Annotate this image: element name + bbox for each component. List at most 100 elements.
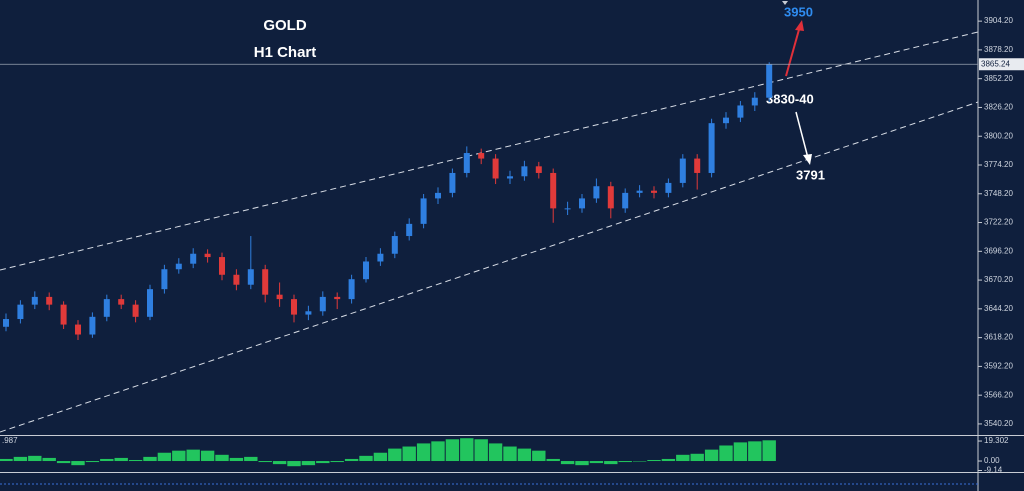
candle-body bbox=[564, 208, 571, 210]
histogram-bar bbox=[676, 454, 690, 462]
candle-body bbox=[723, 117, 729, 124]
candle-body bbox=[463, 153, 470, 173]
histogram-bar bbox=[632, 461, 647, 462]
histogram-bar bbox=[719, 445, 733, 462]
candle-body bbox=[204, 253, 211, 258]
histogram-bar bbox=[748, 441, 762, 462]
histogram-bar bbox=[330, 461, 344, 463]
arrow-up bbox=[785, 25, 801, 77]
candle-body bbox=[348, 279, 355, 300]
candle-body bbox=[535, 166, 542, 173]
histogram-bar bbox=[690, 453, 704, 462]
channel-lower bbox=[0, 101, 979, 433]
histogram-bar bbox=[388, 448, 402, 462]
arrow-head bbox=[795, 20, 804, 31]
histogram-bar bbox=[517, 448, 532, 462]
candle-body bbox=[492, 158, 499, 179]
candle-body bbox=[233, 274, 240, 285]
y-tick-label: 3644.20 bbox=[984, 304, 1013, 313]
support-label: 3791 bbox=[796, 167, 825, 182]
candle-body bbox=[665, 182, 672, 193]
histogram-bar bbox=[460, 438, 474, 462]
candle-body bbox=[161, 269, 168, 290]
histogram-bar bbox=[488, 443, 503, 462]
histogram-bar bbox=[503, 446, 517, 462]
histogram-bar bbox=[431, 441, 445, 462]
histogram-bar bbox=[186, 449, 200, 462]
candle-body bbox=[147, 289, 153, 317]
y-tick-label: 3748.20 bbox=[984, 189, 1013, 198]
candle-body bbox=[679, 158, 686, 183]
y-tick-label: 3722.20 bbox=[984, 218, 1013, 227]
candle-body bbox=[449, 172, 456, 193]
candle-body bbox=[334, 296, 341, 300]
candle-body bbox=[132, 304, 139, 317]
arrow-head bbox=[803, 154, 812, 165]
histogram-bar bbox=[604, 461, 618, 465]
histogram-bar bbox=[618, 461, 632, 463]
candle-body bbox=[190, 253, 197, 264]
channel-upper bbox=[0, 31, 979, 271]
candle-body bbox=[17, 304, 24, 320]
last-price-box bbox=[979, 58, 1024, 71]
candle-body bbox=[305, 311, 312, 315]
candle-body bbox=[521, 166, 528, 177]
histogram-bar bbox=[215, 454, 229, 462]
histogram-bar bbox=[560, 461, 575, 465]
histogram-bar bbox=[661, 458, 676, 462]
histogram-bar bbox=[172, 450, 186, 462]
histogram-bar bbox=[546, 458, 560, 462]
histogram-bar bbox=[229, 457, 244, 462]
candle-body bbox=[377, 253, 384, 262]
arrow-down bbox=[795, 111, 809, 159]
support-label: 3830-40 bbox=[766, 91, 814, 106]
target-label: 3950 bbox=[784, 4, 813, 19]
y-tick-label: 3540.20 bbox=[984, 419, 1013, 428]
y-tick-label: 3904.20 bbox=[984, 16, 1013, 25]
candle-body bbox=[60, 304, 67, 325]
candle-body bbox=[118, 299, 125, 305]
histogram-bar bbox=[373, 452, 388, 462]
candle-body bbox=[737, 105, 744, 118]
histogram-bar bbox=[301, 461, 316, 466]
candle-body bbox=[291, 299, 297, 315]
candle-body bbox=[276, 294, 283, 300]
histogram-bar bbox=[474, 439, 488, 462]
candle-body bbox=[89, 316, 96, 335]
candle-body bbox=[3, 319, 9, 327]
histogram-bar bbox=[157, 452, 172, 462]
candle-body bbox=[420, 198, 427, 224]
y-tick-label: 3774.20 bbox=[984, 160, 1013, 169]
candle-body bbox=[694, 158, 701, 173]
histogram-bar bbox=[244, 456, 258, 462]
histogram-bar bbox=[42, 457, 56, 462]
candle-body bbox=[607, 186, 614, 209]
histogram-bar bbox=[100, 458, 114, 462]
candle-body bbox=[75, 324, 81, 335]
candle-body bbox=[406, 223, 413, 237]
chart-subtitle: H1 Chart bbox=[254, 44, 317, 61]
histogram-bar bbox=[589, 461, 604, 464]
candle-body bbox=[219, 257, 225, 275]
candle-body bbox=[507, 176, 513, 179]
histogram-bar bbox=[704, 449, 719, 462]
candle-body bbox=[593, 186, 600, 199]
candle-body bbox=[46, 296, 53, 305]
histogram-bar bbox=[114, 457, 128, 462]
candle-body bbox=[31, 296, 38, 305]
candle-body bbox=[103, 299, 110, 317]
y-tick-label: 3878.20 bbox=[984, 45, 1013, 54]
histogram-bar bbox=[56, 461, 71, 464]
histogram-bar bbox=[445, 439, 460, 462]
y-tick-label: 3696.20 bbox=[984, 246, 1013, 255]
histogram-bar bbox=[0, 458, 13, 462]
histogram-bar bbox=[200, 450, 215, 462]
histogram-bar bbox=[416, 443, 431, 462]
histogram-bar bbox=[143, 456, 157, 462]
candle-body bbox=[550, 172, 557, 209]
y-tick-label: 3800.20 bbox=[984, 131, 1013, 140]
histogram-bar bbox=[575, 461, 589, 466]
shift-marker bbox=[782, 1, 788, 5]
y-tick-label: -9.14 bbox=[984, 466, 1003, 475]
